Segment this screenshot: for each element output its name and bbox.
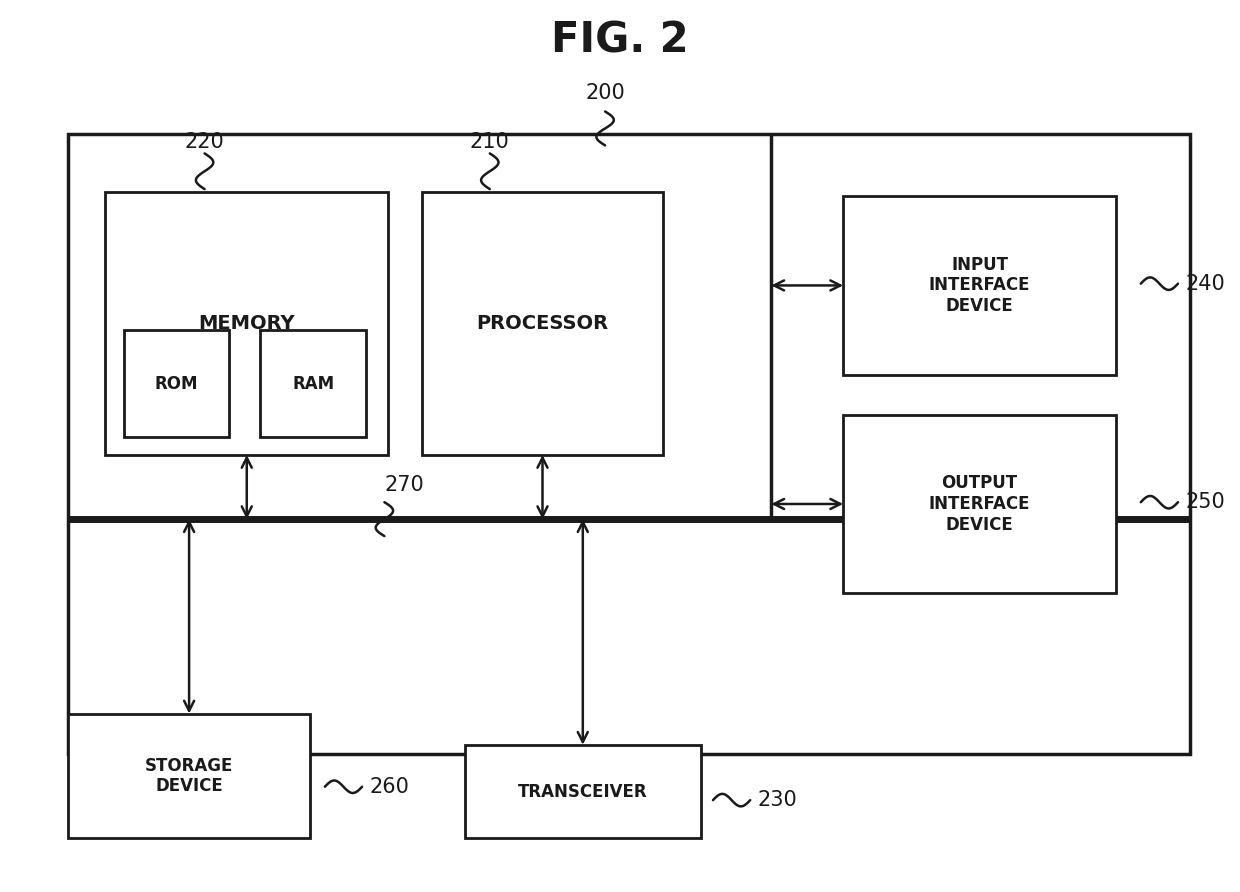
Text: OUTPUT
INTERFACE
DEVICE: OUTPUT INTERFACE DEVICE: [929, 475, 1030, 533]
Bar: [124, 330, 229, 437]
Bar: [68, 714, 310, 838]
Bar: [105, 192, 388, 455]
Bar: [260, 330, 366, 437]
Text: 230: 230: [758, 790, 797, 810]
Text: 270: 270: [384, 475, 424, 495]
Text: STORAGE
DEVICE: STORAGE DEVICE: [145, 756, 233, 796]
Text: 210: 210: [470, 132, 510, 152]
Text: 240: 240: [1185, 274, 1225, 293]
Text: MEMORY: MEMORY: [198, 314, 295, 333]
Text: 200: 200: [585, 83, 625, 103]
Text: 220: 220: [185, 132, 224, 152]
Text: TRANSCEIVER: TRANSCEIVER: [518, 782, 647, 801]
Text: FIG. 2: FIG. 2: [552, 19, 688, 62]
Text: RAM: RAM: [293, 375, 334, 392]
Text: 260: 260: [370, 777, 409, 797]
Text: INPUT
INTERFACE
DEVICE: INPUT INTERFACE DEVICE: [929, 256, 1030, 315]
Bar: [843, 196, 1116, 375]
Text: PROCESSOR: PROCESSOR: [476, 314, 609, 333]
Text: ROM: ROM: [155, 375, 198, 392]
Bar: [843, 415, 1116, 593]
Text: 250: 250: [1185, 492, 1225, 512]
Bar: [68, 134, 1190, 754]
Bar: [422, 192, 663, 455]
Bar: [465, 745, 701, 838]
